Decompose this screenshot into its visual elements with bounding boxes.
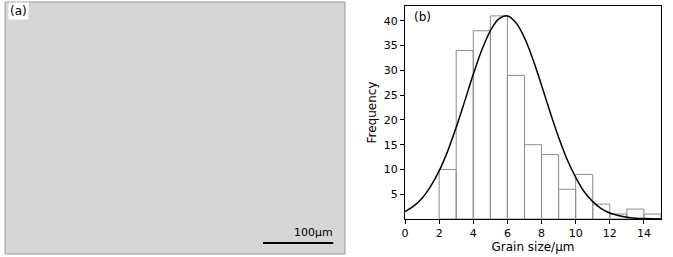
svg-text:35: 35 (384, 39, 398, 52)
svg-text:12: 12 (603, 227, 617, 240)
svg-text:100μm: 100μm (294, 226, 333, 239)
svg-text:14: 14 (637, 227, 651, 240)
svg-text:4: 4 (470, 227, 477, 240)
svg-text:6: 6 (504, 227, 511, 240)
svg-text:10: 10 (569, 227, 583, 240)
svg-text:(b): (b) (414, 10, 431, 24)
svg-text:15: 15 (384, 139, 398, 152)
svg-text:40: 40 (384, 15, 398, 28)
svg-text:25: 25 (384, 89, 398, 102)
svg-text:Grain size/μm: Grain size/μm (492, 240, 575, 254)
svg-text:2: 2 (436, 227, 443, 240)
svg-text:20: 20 (384, 114, 398, 127)
svg-text:10: 10 (384, 163, 398, 176)
svg-text:5: 5 (391, 188, 398, 201)
svg-text:30: 30 (384, 64, 398, 77)
svg-text:0: 0 (402, 227, 409, 240)
svg-text:(a): (a) (10, 4, 27, 18)
svg-text:8: 8 (538, 227, 545, 240)
svg-text:Frequency: Frequency (365, 82, 379, 144)
